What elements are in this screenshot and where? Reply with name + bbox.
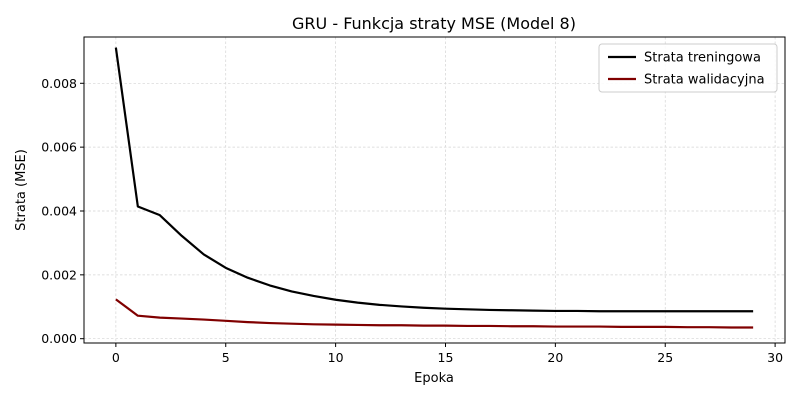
- y-axis-label: Strata (MSE): [14, 149, 29, 231]
- y-tick-label: 0.006: [41, 140, 77, 155]
- x-tick-label: 25: [657, 350, 673, 365]
- legend-label: Strata treningowa: [644, 51, 761, 66]
- x-tick-label: 10: [328, 350, 344, 365]
- plot-frame: [83, 36, 786, 344]
- y-tick-label: 0.000: [41, 331, 77, 346]
- y-tick-label: 0.008: [41, 76, 77, 91]
- legend: Strata treningowa Strata walidacyjna: [598, 43, 778, 93]
- legend-label: Strata walidacyjna: [644, 73, 765, 88]
- x-axis-label: Epoka: [414, 371, 454, 386]
- x-tick-label: 15: [438, 350, 454, 365]
- x-tick-label: 0: [112, 350, 120, 365]
- x-tick-label: 30: [767, 350, 783, 365]
- y-tick-label: 0.004: [41, 203, 77, 218]
- series-lines: [114, 47, 754, 329]
- x-axis: 0 5 10 15 20 25 30: [112, 343, 783, 365]
- y-axis: 0.000 0.002 0.004 0.006 0.008: [41, 76, 84, 346]
- x-tick-label: 20: [547, 350, 563, 365]
- chart-title: GRU - Funkcja straty MSE (Model 8): [292, 14, 576, 33]
- x-tick-label: 5: [222, 350, 230, 365]
- legend-box: [598, 43, 778, 93]
- series-line-2: [115, 298, 754, 329]
- series-line-1: [114, 47, 754, 313]
- y-tick-label: 0.002: [41, 267, 77, 282]
